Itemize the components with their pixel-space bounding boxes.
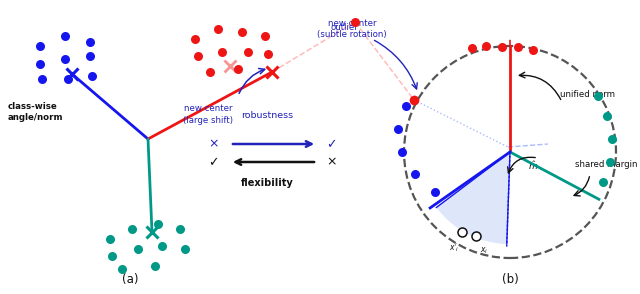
- Text: robustness: robustness: [241, 111, 293, 120]
- Text: $\checkmark$: $\checkmark$: [208, 156, 218, 168]
- Text: flexibility: flexibility: [241, 178, 293, 188]
- Text: (a): (a): [122, 273, 138, 286]
- Text: new center
(large shift): new center (large shift): [183, 104, 233, 125]
- Text: $x'_i$: $x'_i$: [449, 242, 460, 255]
- Text: $x_i$: $x_i$: [480, 246, 488, 256]
- Text: shared margin: shared margin: [575, 160, 637, 169]
- Wedge shape: [436, 152, 510, 244]
- Text: class-wise
angle/norm: class-wise angle/norm: [8, 102, 63, 122]
- Text: new center
(subtle rotation): new center (subtle rotation): [317, 19, 387, 39]
- Text: outlier: outlier: [330, 23, 358, 32]
- Text: $\checkmark$: $\checkmark$: [326, 138, 336, 151]
- Text: unified norm: unified norm: [560, 90, 615, 99]
- Text: (b): (b): [502, 273, 518, 286]
- Text: $\times$: $\times$: [326, 156, 337, 168]
- Text: $\times$: $\times$: [207, 138, 218, 151]
- Text: $\hat{m}$: $\hat{m}$: [528, 159, 538, 172]
